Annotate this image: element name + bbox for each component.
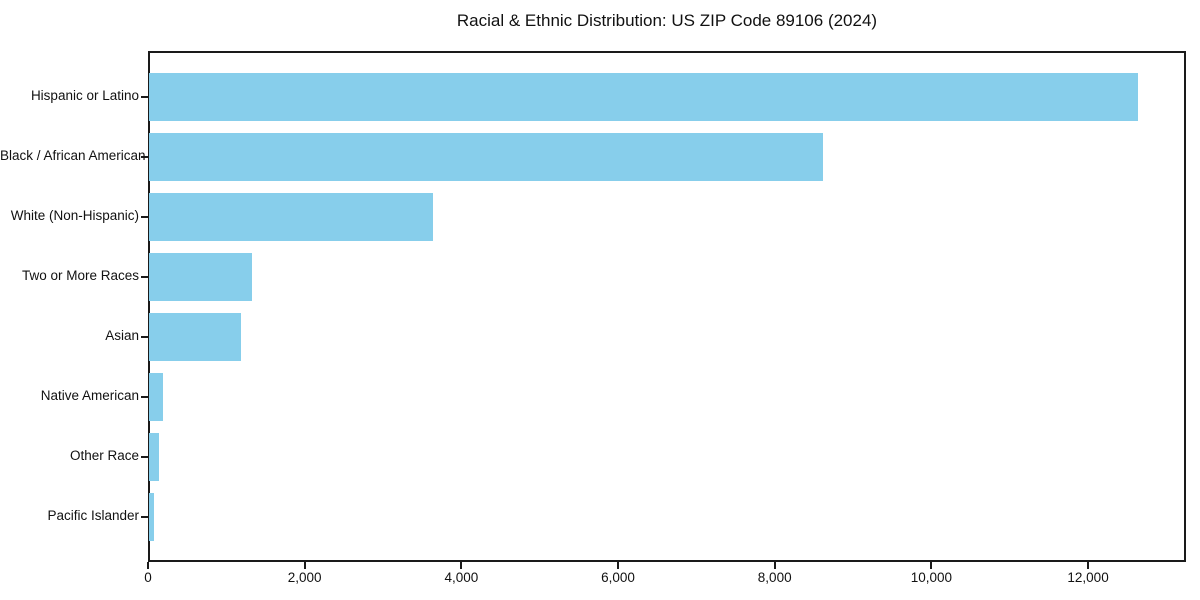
y-tick-label: Hispanic or Latino xyxy=(30,87,139,103)
y-tick-mark xyxy=(141,95,148,98)
bar-two-or-more-races xyxy=(149,252,252,301)
x-tick-label: 2,000 xyxy=(287,570,322,585)
y-tick-mark xyxy=(141,395,148,398)
x-tick-mark xyxy=(617,562,620,569)
y-tick-label: Other Race xyxy=(69,447,139,463)
y-tick-label: Asian xyxy=(105,327,139,343)
x-tick-label: 0 xyxy=(144,570,152,585)
bar-pacific-islander xyxy=(149,492,154,541)
x-tick-mark xyxy=(773,562,776,569)
y-tick-label: White (Non-Hispanic) xyxy=(10,207,139,223)
y-tick-mark xyxy=(141,275,148,278)
x-tick-label: 4,000 xyxy=(444,570,479,585)
y-tick-mark xyxy=(141,515,148,518)
bar-white-non-hispanic xyxy=(149,192,433,241)
x-tick-mark xyxy=(930,562,933,569)
chart-title: Racial & Ethnic Distribution: US ZIP Cod… xyxy=(456,11,878,30)
x-tick-mark xyxy=(303,562,306,569)
y-tick-label: Pacific Islander xyxy=(47,507,139,523)
x-tick-label: 12,000 xyxy=(1067,570,1109,585)
x-tick-label: 8,000 xyxy=(757,570,792,585)
bar-black-african-american xyxy=(149,132,823,181)
y-tick-mark xyxy=(141,215,148,218)
x-tick-mark xyxy=(460,562,463,569)
x-tick-mark xyxy=(147,562,149,569)
y-tick-mark xyxy=(141,335,148,338)
x-tick-label: 6,000 xyxy=(601,570,635,585)
plot-area xyxy=(148,51,1186,562)
y-tick-mark xyxy=(141,455,148,458)
y-tick-mark xyxy=(141,155,148,158)
y-tick-label: Black / African American xyxy=(0,147,146,163)
bar-hispanic-or-latino xyxy=(149,72,1138,121)
x-tick-mark xyxy=(1087,562,1090,569)
bar-asian xyxy=(149,312,241,361)
bar-other-race xyxy=(149,432,159,481)
bar-native-american xyxy=(149,372,164,421)
y-tick-label: Native American xyxy=(40,387,139,403)
y-tick-label: Two or More Races xyxy=(21,267,139,283)
x-tick-label: 10,000 xyxy=(910,570,953,585)
